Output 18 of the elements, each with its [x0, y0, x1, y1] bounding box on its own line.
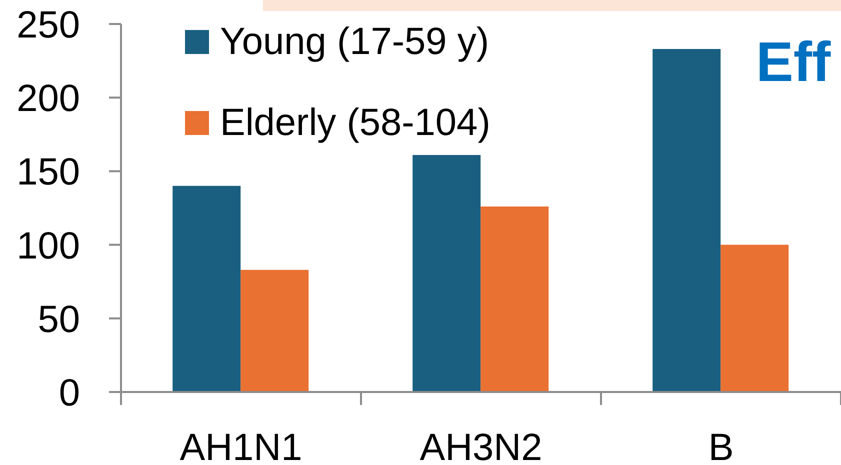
legend-label: Young (17-59 y) — [220, 21, 490, 63]
x-tick-label: AH3N2 — [420, 427, 542, 465]
bar — [240, 270, 309, 392]
annotation: Eff — [756, 30, 831, 93]
bar — [480, 206, 549, 392]
x-tick-label: AH1N1 — [180, 427, 302, 465]
bar — [412, 155, 481, 392]
y-tick-label: 250 — [16, 4, 80, 46]
bar — [172, 186, 241, 392]
y-tick-label: 150 — [16, 152, 80, 194]
bar — [720, 244, 789, 392]
y-tick-label: 100 — [16, 225, 80, 268]
x-tick-label: B — [708, 427, 734, 465]
y-tick-label: 50 — [38, 298, 80, 341]
legend-label: Elderly (58-104) — [220, 102, 490, 144]
y-tick-label: 200 — [16, 78, 80, 120]
bar — [652, 49, 721, 392]
y-tick-label: 0 — [58, 372, 80, 414]
